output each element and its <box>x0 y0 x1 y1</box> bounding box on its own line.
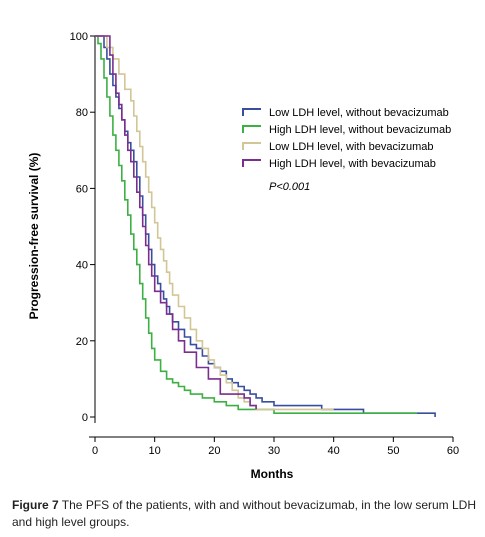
series-line-high-ldh-level-without-bevacizumab <box>95 35 418 414</box>
x-tick-label: 60 <box>447 445 459 457</box>
legend-swatch <box>242 108 261 116</box>
legend: Low LDH level, without bevacizumab High L… <box>242 107 451 170</box>
legend-label: Low LDH level, without bevacizumab <box>269 107 449 119</box>
caption-text: The PFS of the patients, with and withou… <box>12 498 477 529</box>
x-tick-label: 0 <box>92 445 98 457</box>
x-tick-label: 10 <box>149 445 161 457</box>
legend-swatch <box>242 125 261 133</box>
caption-label: Figure 7 <box>12 498 59 512</box>
figure-caption: Figure 7 The PFS of the patients, with a… <box>12 497 480 531</box>
y-tick-label: 100 <box>70 31 88 43</box>
legend-swatch <box>242 142 261 150</box>
y-tick-label: 60 <box>76 183 88 195</box>
legend-label: High LDH level, with bevacizumab <box>269 158 436 170</box>
y-tick-label: 0 <box>82 412 88 424</box>
x-tick-label: 40 <box>328 445 340 457</box>
x-tick-label: 50 <box>387 445 399 457</box>
x-tick-label: 20 <box>208 445 220 457</box>
kaplan-meier-chart: 0 20 40 60 80 100 0 10 20 30 40 50 60 Low LDH level,… <box>27 31 459 481</box>
series-line-high-ldh-level-with-bevacizumab <box>95 35 257 410</box>
y-tick-label: 80 <box>76 107 88 119</box>
axes: 0 20 40 60 80 100 0 10 20 30 40 50 60 <box>70 31 459 457</box>
legend-swatch <box>242 159 261 167</box>
y-axis-title: Progression-free survival (%) <box>27 153 41 320</box>
legend-label: Low LDH level, with bevacizumab <box>269 141 433 153</box>
x-axis-title: Months <box>251 467 294 481</box>
y-tick-label: 20 <box>76 336 88 348</box>
y-tick-label: 40 <box>76 260 88 272</box>
series-line-low-ldh-level-with-bevacizumab <box>95 35 334 411</box>
x-tick-label: 30 <box>268 445 280 457</box>
p-value-annotation: P<0.001 <box>269 181 310 193</box>
legend-label: High LDH level, without bevacizumab <box>269 124 451 136</box>
series-layer <box>95 35 436 417</box>
